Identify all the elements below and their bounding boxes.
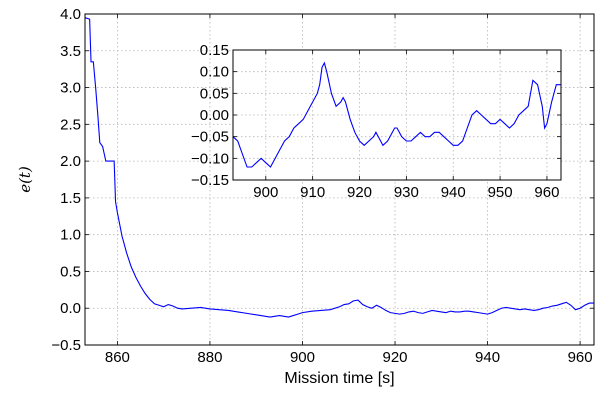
inset-y-tick-label: 0.15 xyxy=(200,42,229,59)
main-plot-frame xyxy=(84,13,595,346)
inset-x-tick-label: 920 xyxy=(347,184,372,201)
main-x-tick-label: 900 xyxy=(290,349,315,366)
main-y-tick-label: 2.0 xyxy=(60,153,81,170)
main-y-tick-label: 1.5 xyxy=(60,190,81,207)
main-x-tick-label: 960 xyxy=(568,349,593,366)
inset-y-tick-label: −0.05 xyxy=(191,129,229,146)
main-y-tick-label: 3.0 xyxy=(60,80,81,97)
inset-x-tick-label: 930 xyxy=(394,184,419,201)
inset-y-tick-label: 0.10 xyxy=(200,64,229,81)
main-x-axis-label: Mission time [s] xyxy=(284,370,394,387)
main-y-tick-label: 0.0 xyxy=(60,300,81,317)
main-x-tick-label: 940 xyxy=(475,349,500,366)
inset-series-line xyxy=(232,61,561,168)
inset-y-tick-label: 0.00 xyxy=(200,107,229,124)
main-y-tick-label: −0.5 xyxy=(51,337,81,354)
main-y-tick-label: 2.5 xyxy=(60,116,81,133)
main-x-tick-label: 860 xyxy=(105,349,130,366)
inset-y-tick-label: −0.10 xyxy=(191,150,229,167)
inset-y-tick-label: 0.05 xyxy=(200,85,229,102)
inset-x-tick-label: 910 xyxy=(300,184,325,201)
main-y-axis-label: e(t) xyxy=(16,166,34,193)
inset-x-tick-label: 940 xyxy=(441,184,466,201)
main-y-tick-label: 1.0 xyxy=(60,227,81,244)
main-y-tick-label: 0.5 xyxy=(60,263,81,280)
main-y-tick-label: 3.5 xyxy=(60,43,81,60)
inset-plot: 900 910 920 930 940 950 960 −0.15 −0.10 −0.05 0.00… xyxy=(191,42,562,201)
inset-x-tick-label: 900 xyxy=(253,184,278,201)
main-series-line xyxy=(84,17,594,318)
inset-y-tick-label: −0.15 xyxy=(191,172,229,189)
inset-x-tick-label: 950 xyxy=(488,184,513,201)
main-x-tick-label: 920 xyxy=(383,349,408,366)
main-x-tick-label: 880 xyxy=(197,349,222,366)
main-y-tick-label: 4.0 xyxy=(60,6,81,23)
inset-x-tick-label: 960 xyxy=(534,184,559,201)
